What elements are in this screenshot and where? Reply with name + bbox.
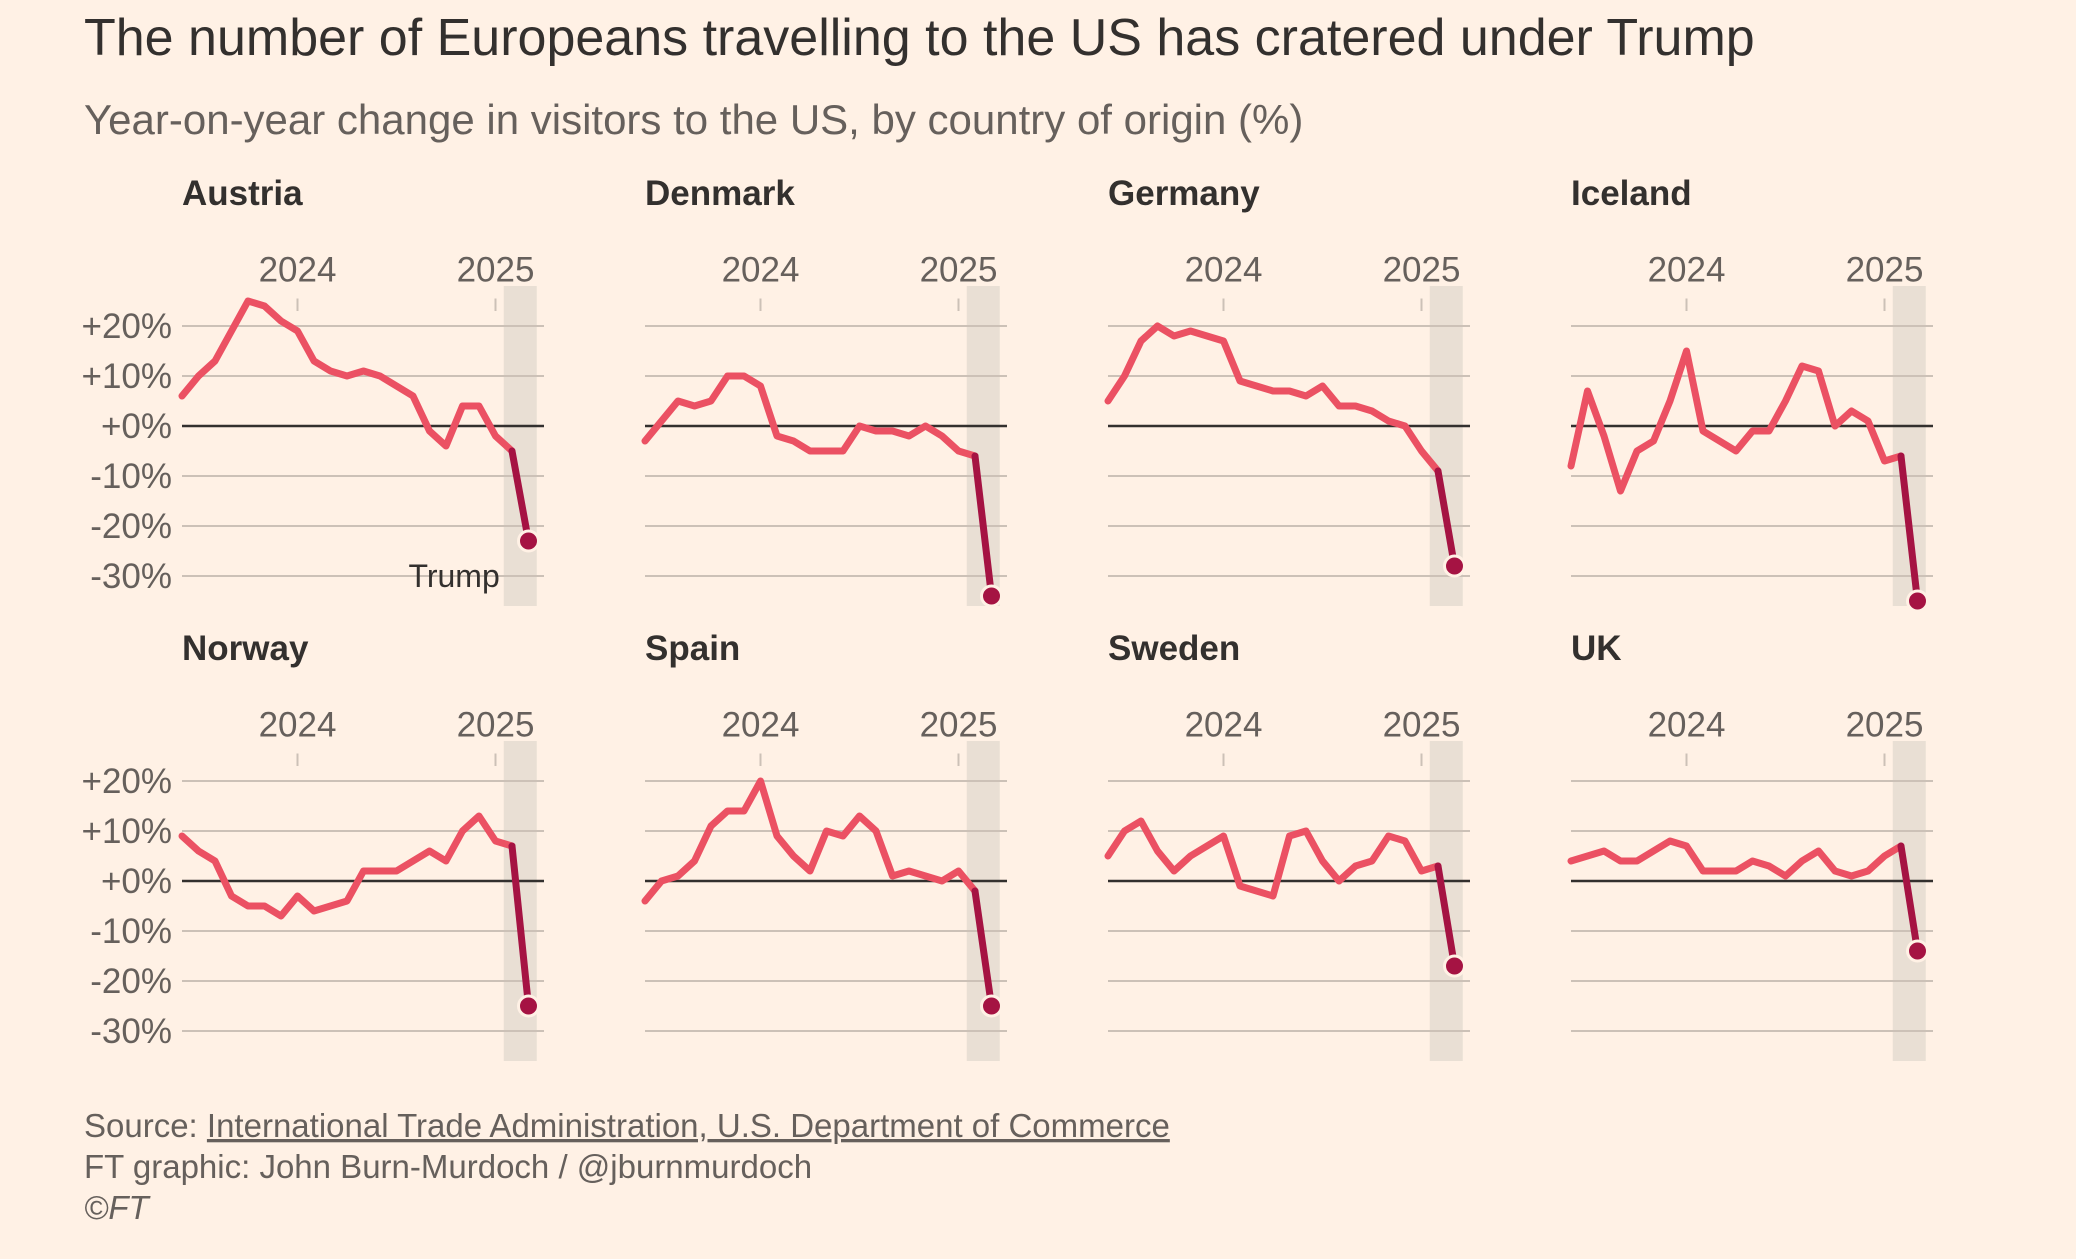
year-label-2025: 2025 bbox=[1383, 706, 1461, 745]
source-line: Source: International Trade Administrati… bbox=[84, 1107, 1170, 1144]
chart-subtitle: Year-on-year change in visitors to the U… bbox=[84, 96, 1303, 143]
chart-title: The number of Europeans travelling to th… bbox=[84, 9, 1755, 67]
series-line bbox=[641, 372, 979, 460]
panel-title: Iceland bbox=[1571, 174, 1692, 213]
y-tick-label: -20% bbox=[90, 507, 172, 546]
source-link[interactable]: International Trade Administration, U.S.… bbox=[207, 1107, 1170, 1144]
panel-title: Sweden bbox=[1108, 629, 1240, 668]
panel-sweden: 2024 2025 Sweden bbox=[1104, 629, 1470, 1061]
panel-title: Spain bbox=[645, 629, 740, 668]
end-point bbox=[1443, 954, 1466, 978]
small-multiples-grid: 2024 2025 Austria +20% +10% +0% -10% -20% -30% Tr… bbox=[82, 174, 1933, 1061]
trump-segment bbox=[1897, 842, 1921, 955]
trump-segment bbox=[1897, 452, 1921, 605]
panel-austria: 2024 2025 Austria +20% +10% +0% -10% -20% -30% Tr… bbox=[82, 174, 544, 606]
panel-germany: 2024 2025 Germany bbox=[1104, 174, 1470, 606]
panel-title: UK bbox=[1571, 629, 1622, 668]
series-line bbox=[1567, 347, 1905, 495]
series-line bbox=[178, 297, 516, 455]
year-label-2025: 2025 bbox=[457, 706, 535, 745]
panel-spain: 2024 2025 Spain bbox=[641, 629, 1007, 1061]
y-tick-label: -10% bbox=[90, 912, 172, 951]
y-tick-label: -30% bbox=[90, 557, 172, 596]
trump-segment bbox=[508, 447, 532, 545]
trump-segment bbox=[971, 452, 995, 600]
panel-denmark: 2024 2025 Denmark bbox=[641, 174, 1007, 608]
y-tick-label: -30% bbox=[90, 1012, 172, 1051]
year-label-2024: 2024 bbox=[259, 706, 337, 745]
panel-norway: 2024 2025 Norway +20% +10% +0% -10% -20% -30% bbox=[82, 629, 544, 1061]
series-line bbox=[1104, 322, 1442, 475]
panel-title: Denmark bbox=[645, 174, 795, 213]
panel-title: Germany bbox=[1108, 174, 1260, 213]
series-line bbox=[178, 812, 516, 920]
y-tick-label: +10% bbox=[82, 812, 173, 851]
y-tick-label: +20% bbox=[82, 762, 173, 801]
y-tick-label: +10% bbox=[82, 357, 173, 396]
series-line bbox=[1104, 817, 1442, 900]
y-tick-label: -10% bbox=[90, 457, 172, 496]
series-line bbox=[1567, 837, 1905, 880]
trump-band bbox=[1429, 286, 1463, 606]
year-label-2025: 2025 bbox=[1846, 251, 1924, 290]
year-label-2025: 2025 bbox=[1383, 251, 1461, 290]
panel-title: Norway bbox=[182, 629, 309, 668]
trump-band bbox=[966, 286, 1000, 606]
trump-segment bbox=[508, 842, 532, 1010]
copyright-line: ©FT bbox=[84, 1189, 151, 1226]
y-tick-label: -20% bbox=[90, 962, 172, 1001]
y-tick-label: +0% bbox=[101, 407, 172, 446]
y-tick-label: +0% bbox=[101, 862, 172, 901]
end-point bbox=[980, 994, 1003, 1018]
end-point bbox=[1443, 554, 1466, 578]
trump-segment bbox=[1434, 467, 1458, 570]
end-point bbox=[1906, 589, 1929, 613]
year-label-2024: 2024 bbox=[1185, 251, 1263, 290]
end-point bbox=[980, 584, 1003, 608]
year-label-2024: 2024 bbox=[722, 706, 800, 745]
year-label-2025: 2025 bbox=[457, 251, 535, 290]
trump-segment bbox=[1434, 862, 1458, 970]
source-prefix: Source: bbox=[84, 1107, 207, 1144]
trump-segment bbox=[971, 887, 995, 1010]
year-label-2025: 2025 bbox=[1846, 706, 1924, 745]
year-label-2024: 2024 bbox=[1185, 706, 1263, 745]
end-point bbox=[1906, 939, 1929, 963]
end-point bbox=[517, 529, 540, 553]
year-label-2025: 2025 bbox=[920, 706, 998, 745]
panel-uk: 2024 2025 UK bbox=[1567, 629, 1933, 1061]
y-tick-label: +20% bbox=[82, 307, 173, 346]
panel-title: Austria bbox=[182, 174, 303, 213]
credit-line: FT graphic: John Burn-Murdoch / @jburnmu… bbox=[84, 1148, 812, 1185]
year-label-2024: 2024 bbox=[1648, 706, 1726, 745]
panel-iceland: 2024 2025 Iceland bbox=[1567, 174, 1933, 613]
year-label-2024: 2024 bbox=[1648, 251, 1726, 290]
year-label-2024: 2024 bbox=[722, 251, 800, 290]
trump-annotation: Trump bbox=[408, 558, 499, 594]
end-point bbox=[517, 994, 540, 1018]
series-line bbox=[641, 777, 979, 905]
year-label-2024: 2024 bbox=[259, 251, 337, 290]
year-label-2025: 2025 bbox=[920, 251, 998, 290]
